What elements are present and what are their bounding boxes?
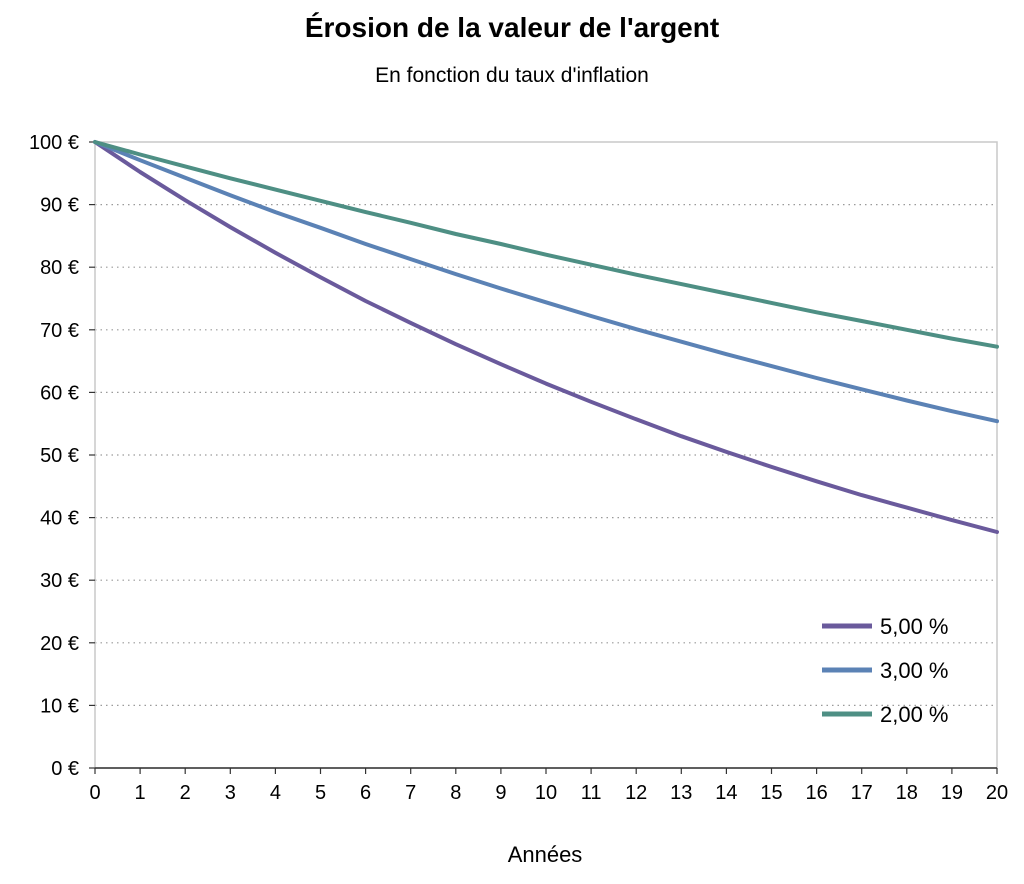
y-tick-label: 40 € — [40, 508, 79, 530]
x-tick-label: 19 — [941, 782, 963, 804]
legend: 5,00 % 3,00 % 2,00 % — [822, 614, 949, 727]
legend-label: 5,00 % — [880, 614, 949, 639]
x-tick-label: 10 — [535, 782, 557, 804]
legend-label: 3,00 % — [880, 658, 949, 683]
x-tick-label: 9 — [495, 782, 506, 804]
y-tick-label: 30 € — [40, 570, 79, 592]
x-axis-title: Années — [508, 842, 583, 867]
x-tick-label: 1 — [135, 782, 146, 804]
x-tick-label: 17 — [851, 782, 873, 804]
x-tick-label: 12 — [625, 782, 647, 804]
y-tick-label: 20 € — [40, 633, 79, 655]
x-tick-label: 18 — [896, 782, 918, 804]
x-tick-label: 13 — [670, 782, 692, 804]
chart-subtitle: En fonction du taux d'inflation — [375, 64, 649, 87]
y-tick-label: 70 € — [40, 320, 79, 342]
series-lines — [93, 140, 999, 534]
y-tick-label: 100 € — [29, 132, 79, 154]
y-tick-label: 80 € — [40, 257, 79, 279]
x-tick-label: 3 — [225, 782, 236, 804]
series-line — [93, 140, 999, 349]
x-axis: 0 1 2 3 4 5 6 7 8 9 10 11 12 13 14 15 16 17 18 19 20 — [89, 767, 1008, 804]
x-tick-label: 0 — [89, 782, 100, 804]
x-tick-label: 14 — [715, 782, 737, 804]
x-tick-label: 2 — [180, 782, 191, 804]
grid-lines — [95, 204, 997, 707]
x-tick-label: 16 — [805, 782, 827, 804]
chart-title: Érosion de la valeur de l'argent — [304, 12, 720, 43]
x-tick-label: 6 — [360, 782, 371, 804]
x-tick-label: 20 — [986, 782, 1008, 804]
x-tick-label: 11 — [581, 782, 602, 804]
series-line — [93, 140, 999, 534]
x-tick-label: 5 — [315, 782, 326, 804]
y-tick-label: 10 € — [40, 695, 79, 717]
x-tick-label: 4 — [270, 782, 281, 804]
series-line — [93, 140, 999, 424]
y-tick-label: 90 € — [40, 195, 79, 217]
y-axis: 0 € 10 € 20 € 30 € 40 € 50 € 60 € 70 € 80 € 90 € 1… — [29, 132, 95, 780]
x-tick-label: 15 — [760, 782, 782, 804]
y-tick-label: 50 € — [40, 445, 79, 467]
y-tick-label: 0 € — [51, 758, 79, 780]
y-tick-label: 60 € — [40, 382, 79, 404]
legend-label: 2,00 % — [880, 702, 949, 727]
x-tick-label: 8 — [450, 782, 461, 804]
x-tick-label: 7 — [405, 782, 416, 804]
